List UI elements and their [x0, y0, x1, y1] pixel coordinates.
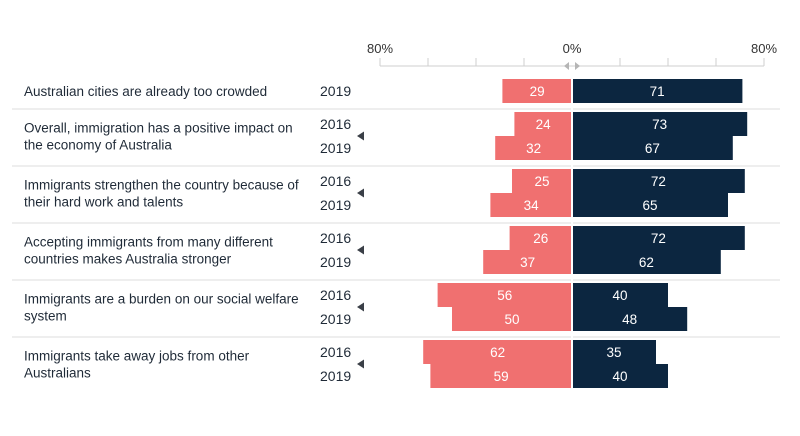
statement-label: Accepting immigrants from many different…: [24, 235, 273, 267]
statement-label-line: their hard work and talents: [24, 195, 183, 210]
bar-agree: [572, 112, 748, 136]
axis-tick-label-right: 80%: [751, 41, 777, 56]
year-label: 2016: [320, 344, 351, 360]
change-marker-icon: [357, 131, 364, 141]
bar-disagree: [512, 169, 572, 193]
bar-agree: [572, 340, 656, 364]
statement-label: Overall, immigration has a positive impa…: [24, 121, 293, 153]
year-label: 2019: [320, 368, 351, 384]
bar-disagree-value: 25: [534, 174, 549, 189]
bar-agree: [572, 136, 733, 160]
bar-agree-value: 67: [645, 141, 660, 156]
bar-agree-value: 73: [652, 117, 667, 132]
statement-label-line: Immigrants strengthen the country becaus…: [24, 178, 299, 193]
bar-agree: [572, 79, 743, 103]
year-label: 2019: [320, 83, 351, 99]
zero-right-arrow-icon: [575, 62, 580, 70]
statement-label: Immigrants take away jobs from other Aust…: [24, 349, 250, 381]
year-label: 2019: [320, 140, 351, 156]
bar-agree: [572, 226, 745, 250]
year-label: 2016: [320, 116, 351, 132]
bar-agree: [572, 250, 721, 274]
statement-label-line: system: [24, 309, 67, 324]
statement-label-line: Australians: [24, 366, 91, 381]
statement-label: Immigrants strengthen the country becaus…: [24, 178, 299, 210]
statement-label: Australian cities are already too crowde…: [24, 84, 267, 99]
bar-agree-value: 72: [651, 174, 666, 189]
bar-disagree: [509, 226, 572, 250]
zero-left-arrow-icon: [564, 62, 569, 70]
bar-disagree-value: 26: [533, 231, 548, 246]
statement-label-line: Overall, immigration has a positive impa…: [24, 121, 293, 136]
bar-disagree: [423, 340, 572, 364]
bar-disagree-value: 56: [497, 288, 512, 303]
statement-label: Immigrants are a burden on our social we…: [24, 292, 299, 324]
bar-disagree: [514, 112, 572, 136]
bar-agree: [572, 307, 688, 331]
bar-agree: [572, 364, 668, 388]
bar-disagree-value: 62: [490, 345, 505, 360]
bar-agree-value: 71: [650, 84, 665, 99]
bar-agree-value: 40: [612, 369, 627, 384]
bar-agree: [572, 169, 745, 193]
bar-disagree-value: 37: [520, 255, 535, 270]
year-label: 2019: [320, 254, 351, 270]
bar-disagree-value: 32: [526, 141, 541, 156]
bar-disagree: [483, 250, 572, 274]
bar-disagree: [502, 79, 572, 103]
statement-label-line: Australian cities are already too crowde…: [24, 84, 267, 99]
year-label: 2016: [320, 287, 351, 303]
bar-agree-value: 65: [642, 198, 657, 213]
year-label: 2019: [320, 311, 351, 327]
bar-agree-value: 72: [651, 231, 666, 246]
bar-agree: [572, 193, 728, 217]
axis-tick-label-left: 80%: [367, 41, 393, 56]
bar-agree-value: 48: [622, 312, 637, 327]
bar-agree-value: 62: [639, 255, 654, 270]
change-marker-icon: [357, 245, 364, 255]
axis-tick-label-zero: 0%: [563, 41, 582, 56]
change-marker-icon: [357, 188, 364, 198]
statement-label-line: Immigrants take away jobs from other: [24, 349, 250, 364]
bar-disagree: [430, 364, 572, 388]
bar-disagree: [490, 193, 572, 217]
change-marker-icon: [357, 359, 364, 369]
bar-disagree-value: 29: [530, 84, 545, 99]
year-label: 2019: [320, 197, 351, 213]
bar-disagree-value: 34: [524, 198, 540, 213]
year-label: 2016: [320, 173, 351, 189]
change-marker-icon: [357, 302, 364, 312]
bar-disagree-value: 50: [504, 312, 519, 327]
statement-label-line: Immigrants are a burden on our social we…: [24, 292, 299, 307]
bar-disagree: [452, 307, 572, 331]
bar-disagree-value: 24: [536, 117, 552, 132]
statement-label-line: Accepting immigrants from many different: [24, 235, 273, 250]
bar-disagree: [495, 136, 572, 160]
bar-agree: [572, 283, 668, 307]
bar-agree-value: 40: [612, 288, 627, 303]
bar-agree-value: 35: [606, 345, 621, 360]
statement-label-line: countries makes Australia stronger: [24, 252, 232, 267]
bar-disagree-value: 59: [494, 369, 509, 384]
statement-label-line: the economy of Australia: [24, 138, 172, 153]
year-label: 2016: [320, 230, 351, 246]
bar-disagree: [437, 283, 572, 307]
